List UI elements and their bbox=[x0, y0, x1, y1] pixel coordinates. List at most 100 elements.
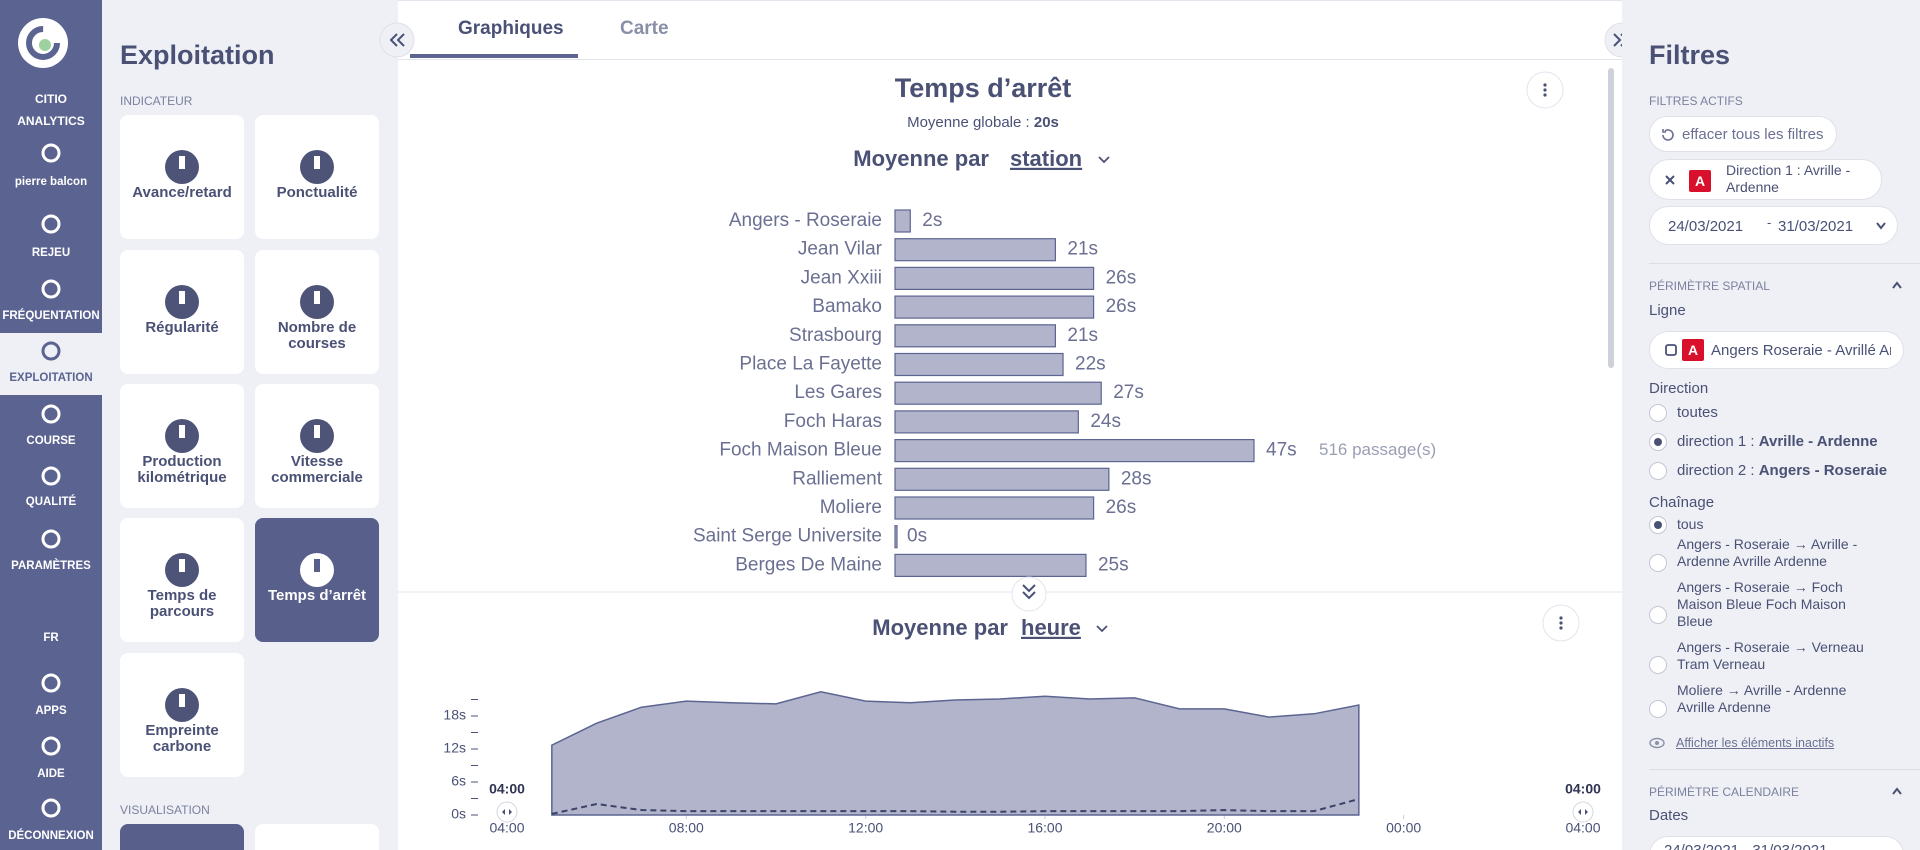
nav-icon bbox=[41, 214, 61, 234]
chip-text: Direction 1 : Avrille - Ardenne bbox=[1726, 162, 1851, 195]
x-tick-label: 04:00 bbox=[1565, 820, 1600, 836]
show-inactive-link[interactable]: Afficher les éléments inactifs bbox=[1676, 736, 1835, 750]
option-prefix: direction 1 : bbox=[1677, 433, 1759, 450]
field-label: Dates bbox=[1649, 807, 1689, 824]
chain-option[interactable]: Angers - Roseraie → Verneau Tram Verneau bbox=[1677, 639, 1864, 672]
bar bbox=[894, 439, 1255, 463]
clear-text: effacer tous les filtres bbox=[1682, 126, 1824, 143]
collapse-button[interactable] bbox=[379, 22, 415, 58]
collapse-chevron bbox=[1613, 33, 1622, 47]
active-filter-chip[interactable]: A Direction 1 : Avrille - Ardenne bbox=[1649, 159, 1882, 200]
menu-dot bbox=[1559, 621, 1563, 625]
indicator-card[interactable]: Temps de parcours bbox=[120, 518, 244, 642]
chart-subtitle: Moyenne globale : 20s bbox=[907, 114, 1059, 131]
option-prefix: direction 2 : bbox=[1677, 462, 1759, 479]
nav-item[interactable]: QUALITÉ bbox=[25, 496, 77, 508]
section-chevron-line bbox=[1892, 787, 1902, 795]
nav-item[interactable]: pierre balcon bbox=[14, 176, 88, 188]
subtitle-value: 20s bbox=[1034, 114, 1059, 131]
nav-item[interactable]: FR bbox=[43, 632, 59, 644]
indicator-label: Nombre de courses bbox=[277, 319, 357, 352]
section-chevron bbox=[1892, 281, 1902, 289]
direction-option[interactable]: direction 1 : Avrille - Ardenne bbox=[1677, 433, 1878, 450]
value-label: 22s bbox=[1075, 354, 1106, 375]
nav-icon bbox=[41, 466, 61, 486]
clear-button[interactable]: effacer tous les filtres bbox=[1649, 116, 1837, 152]
scrollbar bbox=[1608, 68, 1614, 368]
field-label: Direction bbox=[1649, 380, 1709, 397]
nav-icon bbox=[41, 341, 61, 361]
nav-item[interactable]: AIDE bbox=[37, 768, 65, 780]
nav-item[interactable]: APPS bbox=[35, 705, 67, 717]
radio[interactable] bbox=[1649, 554, 1667, 572]
chain-option[interactable]: Angers - Roseraie → Avrille - Ardenne Av… bbox=[1677, 536, 1858, 569]
filters-title: Filtres bbox=[1649, 40, 1731, 70]
chain-option[interactable]: tous bbox=[1677, 516, 1704, 532]
indicator-card[interactable]: Empreinte carbone bbox=[120, 653, 244, 777]
indicator-card[interactable]: Régularité bbox=[120, 250, 244, 374]
nav-item[interactable]: EXPLOITATION bbox=[9, 372, 93, 384]
nav-item[interactable]: FRÉQUENTATION bbox=[2, 310, 100, 322]
indicator-card[interactable]: Ponctualité bbox=[255, 115, 379, 239]
visual-card[interactable] bbox=[255, 824, 379, 850]
separator bbox=[1649, 769, 1920, 770]
indicator-card[interactable]: Nombre de courses bbox=[255, 250, 379, 374]
radio[interactable] bbox=[1649, 404, 1667, 422]
indicator-label: Production kilométrique bbox=[137, 453, 227, 486]
nav-item[interactable]: PARAMÈTRES bbox=[11, 560, 91, 572]
chain-option[interactable]: Moliere → Avrille - Ardenne Avrille Arde… bbox=[1677, 682, 1847, 715]
indicator-card[interactable]: Production kilométrique bbox=[120, 384, 244, 508]
calendar-dates[interactable]: 24/03/2021 - 31/03/2021 bbox=[1649, 836, 1904, 850]
nav-icon-shape bbox=[41, 798, 61, 818]
nav-item[interactable]: COURSE bbox=[26, 435, 76, 447]
dashed-line bbox=[551, 798, 1360, 815]
group-value: heure bbox=[1021, 615, 1081, 640]
radio[interactable] bbox=[1649, 656, 1667, 674]
eye-outline bbox=[1649, 737, 1665, 749]
group-label: Moyenne par bbox=[872, 615, 1008, 640]
date-range[interactable]: 24/03/2021 -31/03/2021 bbox=[1649, 206, 1898, 245]
direction-option[interactable]: toutes bbox=[1677, 404, 1718, 421]
nav-icon bbox=[41, 529, 61, 549]
nav-item[interactable]: REJEU bbox=[31, 247, 71, 259]
line-select[interactable]: A Angers Roseraie - Avrillé Ardenne bbox=[1649, 331, 1904, 369]
range-handle bbox=[496, 801, 518, 823]
nav-icon-shape bbox=[41, 736, 61, 756]
indicator-panel: Exploitation INDICATEUR Avance/retard Ponct… bbox=[102, 0, 398, 850]
x-tick-label: 16:00 bbox=[1027, 820, 1062, 836]
radio[interactable] bbox=[1649, 606, 1667, 624]
expand-button bbox=[1011, 576, 1047, 612]
chain-option[interactable]: Angers - Roseraie → Foch Maison Bleue Fo… bbox=[1677, 579, 1846, 629]
clear-icon bbox=[1662, 129, 1674, 141]
tab[interactable]: Carte bbox=[620, 18, 669, 39]
chip-close bbox=[1665, 175, 1675, 185]
indicator-icon-detail bbox=[314, 559, 320, 572]
tab[interactable]: Graphiques bbox=[458, 18, 564, 39]
indicator-card[interactable]: Temps d’arrêt bbox=[255, 518, 379, 642]
section-chevron-line bbox=[1892, 281, 1902, 289]
menu-dot bbox=[1559, 626, 1563, 630]
option-bold: Angers - Roseraie bbox=[1758, 462, 1888, 479]
indicator-icon bbox=[300, 285, 334, 319]
bus-body bbox=[1665, 344, 1677, 356]
direction-option[interactable]: direction 2 : Angers - Roseraie bbox=[1677, 462, 1887, 479]
value-label: 27s bbox=[1113, 382, 1144, 403]
indicator-label: Temps d’arrêt bbox=[267, 587, 367, 604]
radio-dot bbox=[1654, 438, 1662, 446]
category-label: Strasbourg bbox=[789, 325, 882, 346]
menu-dot bbox=[1543, 88, 1547, 92]
indicator-card[interactable]: Vitesse commerciale bbox=[255, 384, 379, 508]
category-label: Berges De Maine bbox=[735, 554, 882, 575]
clear-icon-arc bbox=[1662, 129, 1674, 141]
radio[interactable] bbox=[1649, 462, 1667, 480]
y-tick-label: 18s bbox=[443, 707, 466, 723]
indicator-icon bbox=[165, 150, 199, 184]
visual-card[interactable] bbox=[120, 824, 244, 850]
indicator-card[interactable]: Avance/retard bbox=[120, 115, 244, 239]
indicator-icon-detail bbox=[314, 291, 320, 304]
nav-item[interactable]: DÉCONNEXION bbox=[8, 830, 94, 842]
nav-sidebar: CITIO ANALYTICS pierre balcon REJEU FRÉQUEN… bbox=[0, 0, 102, 850]
indicator-icon bbox=[165, 553, 199, 587]
radio[interactable] bbox=[1649, 700, 1667, 718]
